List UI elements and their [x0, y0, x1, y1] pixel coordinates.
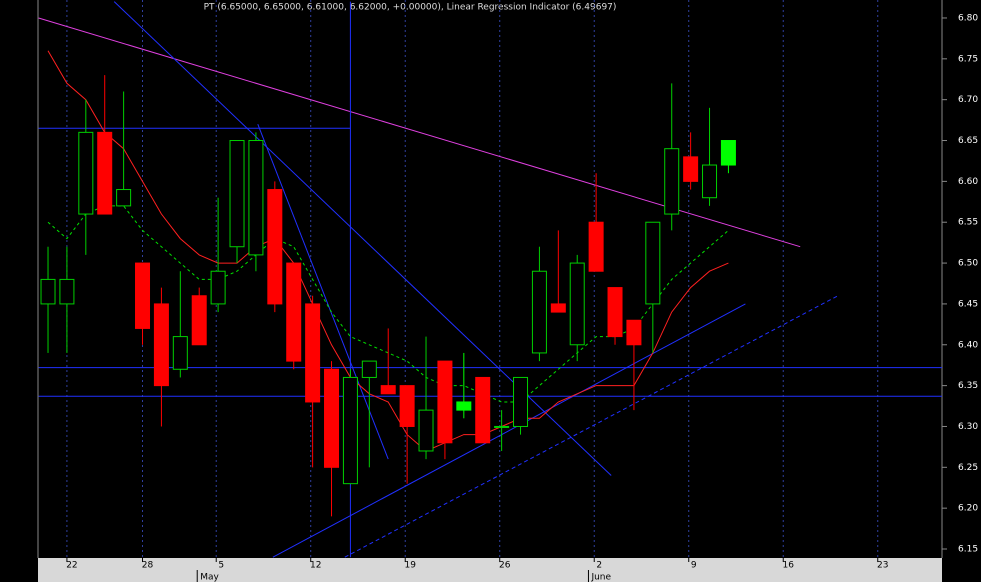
- y-tick-label: 6.15: [958, 545, 978, 555]
- trend-line: [257, 124, 389, 460]
- candle-body: [97, 131, 113, 215]
- candle-body: [437, 360, 453, 444]
- candle-body: [324, 368, 340, 468]
- x-axis-band: [38, 558, 942, 582]
- y-tick-label: 6.40: [958, 340, 978, 350]
- candle-body: [153, 303, 169, 387]
- candle-body: [588, 221, 604, 272]
- candle-body: [607, 287, 623, 338]
- x-tick-label: 12: [310, 561, 321, 571]
- x-tick-label: 26: [499, 561, 511, 571]
- candle-body: [172, 336, 188, 370]
- candle-body: [720, 140, 736, 166]
- candle-body: [248, 140, 264, 256]
- y-tick-label: 6.65: [958, 136, 978, 146]
- x-tick-label: 2: [596, 561, 602, 571]
- candle-body: [399, 385, 415, 427]
- x-tick-label: 23: [877, 561, 888, 571]
- x-tick-label: 5: [218, 561, 224, 571]
- candle-body: [475, 376, 491, 444]
- candle-body: [550, 303, 566, 313]
- candle-body: [683, 156, 699, 182]
- candle-body: [267, 189, 283, 305]
- candle-body: [286, 262, 302, 362]
- y-tick-label: 6.50: [958, 259, 978, 269]
- candle-body: [531, 270, 547, 354]
- y-tick-label: 6.25: [958, 463, 978, 473]
- candle-body: [513, 376, 529, 427]
- candle-body: [40, 278, 56, 305]
- candle-body: [342, 376, 358, 485]
- candle-body: [380, 385, 396, 395]
- candle-body: [135, 262, 151, 329]
- trend-line: [272, 303, 746, 558]
- candle-body: [456, 401, 472, 411]
- y-tick-label: 6.30: [958, 422, 978, 432]
- month-label: June: [590, 573, 611, 582]
- candle-body: [626, 319, 642, 346]
- y-tick-label: 6.20: [958, 504, 978, 514]
- y-tick-label: 6.75: [958, 54, 978, 64]
- candle-body: [645, 221, 661, 305]
- month-label: May: [200, 573, 219, 582]
- candle-body: [664, 148, 680, 215]
- candle-body: [229, 140, 245, 248]
- y-tick-label: 6.55: [958, 218, 978, 228]
- x-tick-label: 16: [783, 561, 795, 571]
- candle-body: [210, 270, 226, 305]
- x-tick-label: 28: [142, 561, 154, 571]
- chart-title: PT (6.65000, 6.65000, 6.61000, 6.62000, …: [204, 3, 617, 13]
- candle-body: [305, 303, 321, 403]
- candle-body: [116, 189, 132, 207]
- trend-line: [344, 295, 839, 558]
- indicator-line: [47, 205, 729, 403]
- candle-body: [569, 262, 585, 346]
- y-tick-label: 6.35: [958, 381, 978, 391]
- y-tick-label: 6.45: [958, 299, 978, 309]
- y-tick-label: 6.60: [958, 177, 978, 187]
- trend-line: [113, 1, 612, 476]
- indicator-line: [47, 50, 729, 452]
- y-tick-label: 6.80: [958, 13, 978, 23]
- candle-body: [59, 278, 75, 305]
- candle-body: [418, 409, 434, 452]
- candle-body: [78, 131, 94, 215]
- candle-body: [191, 295, 207, 346]
- candle-body: [361, 360, 377, 378]
- candle-body: [494, 425, 510, 428]
- y-tick-label: 6.70: [958, 95, 978, 105]
- x-tick-label: 19: [405, 561, 417, 571]
- candle-body: [702, 164, 718, 199]
- x-tick-label: 9: [691, 561, 697, 571]
- x-tick-label: 22: [66, 561, 77, 571]
